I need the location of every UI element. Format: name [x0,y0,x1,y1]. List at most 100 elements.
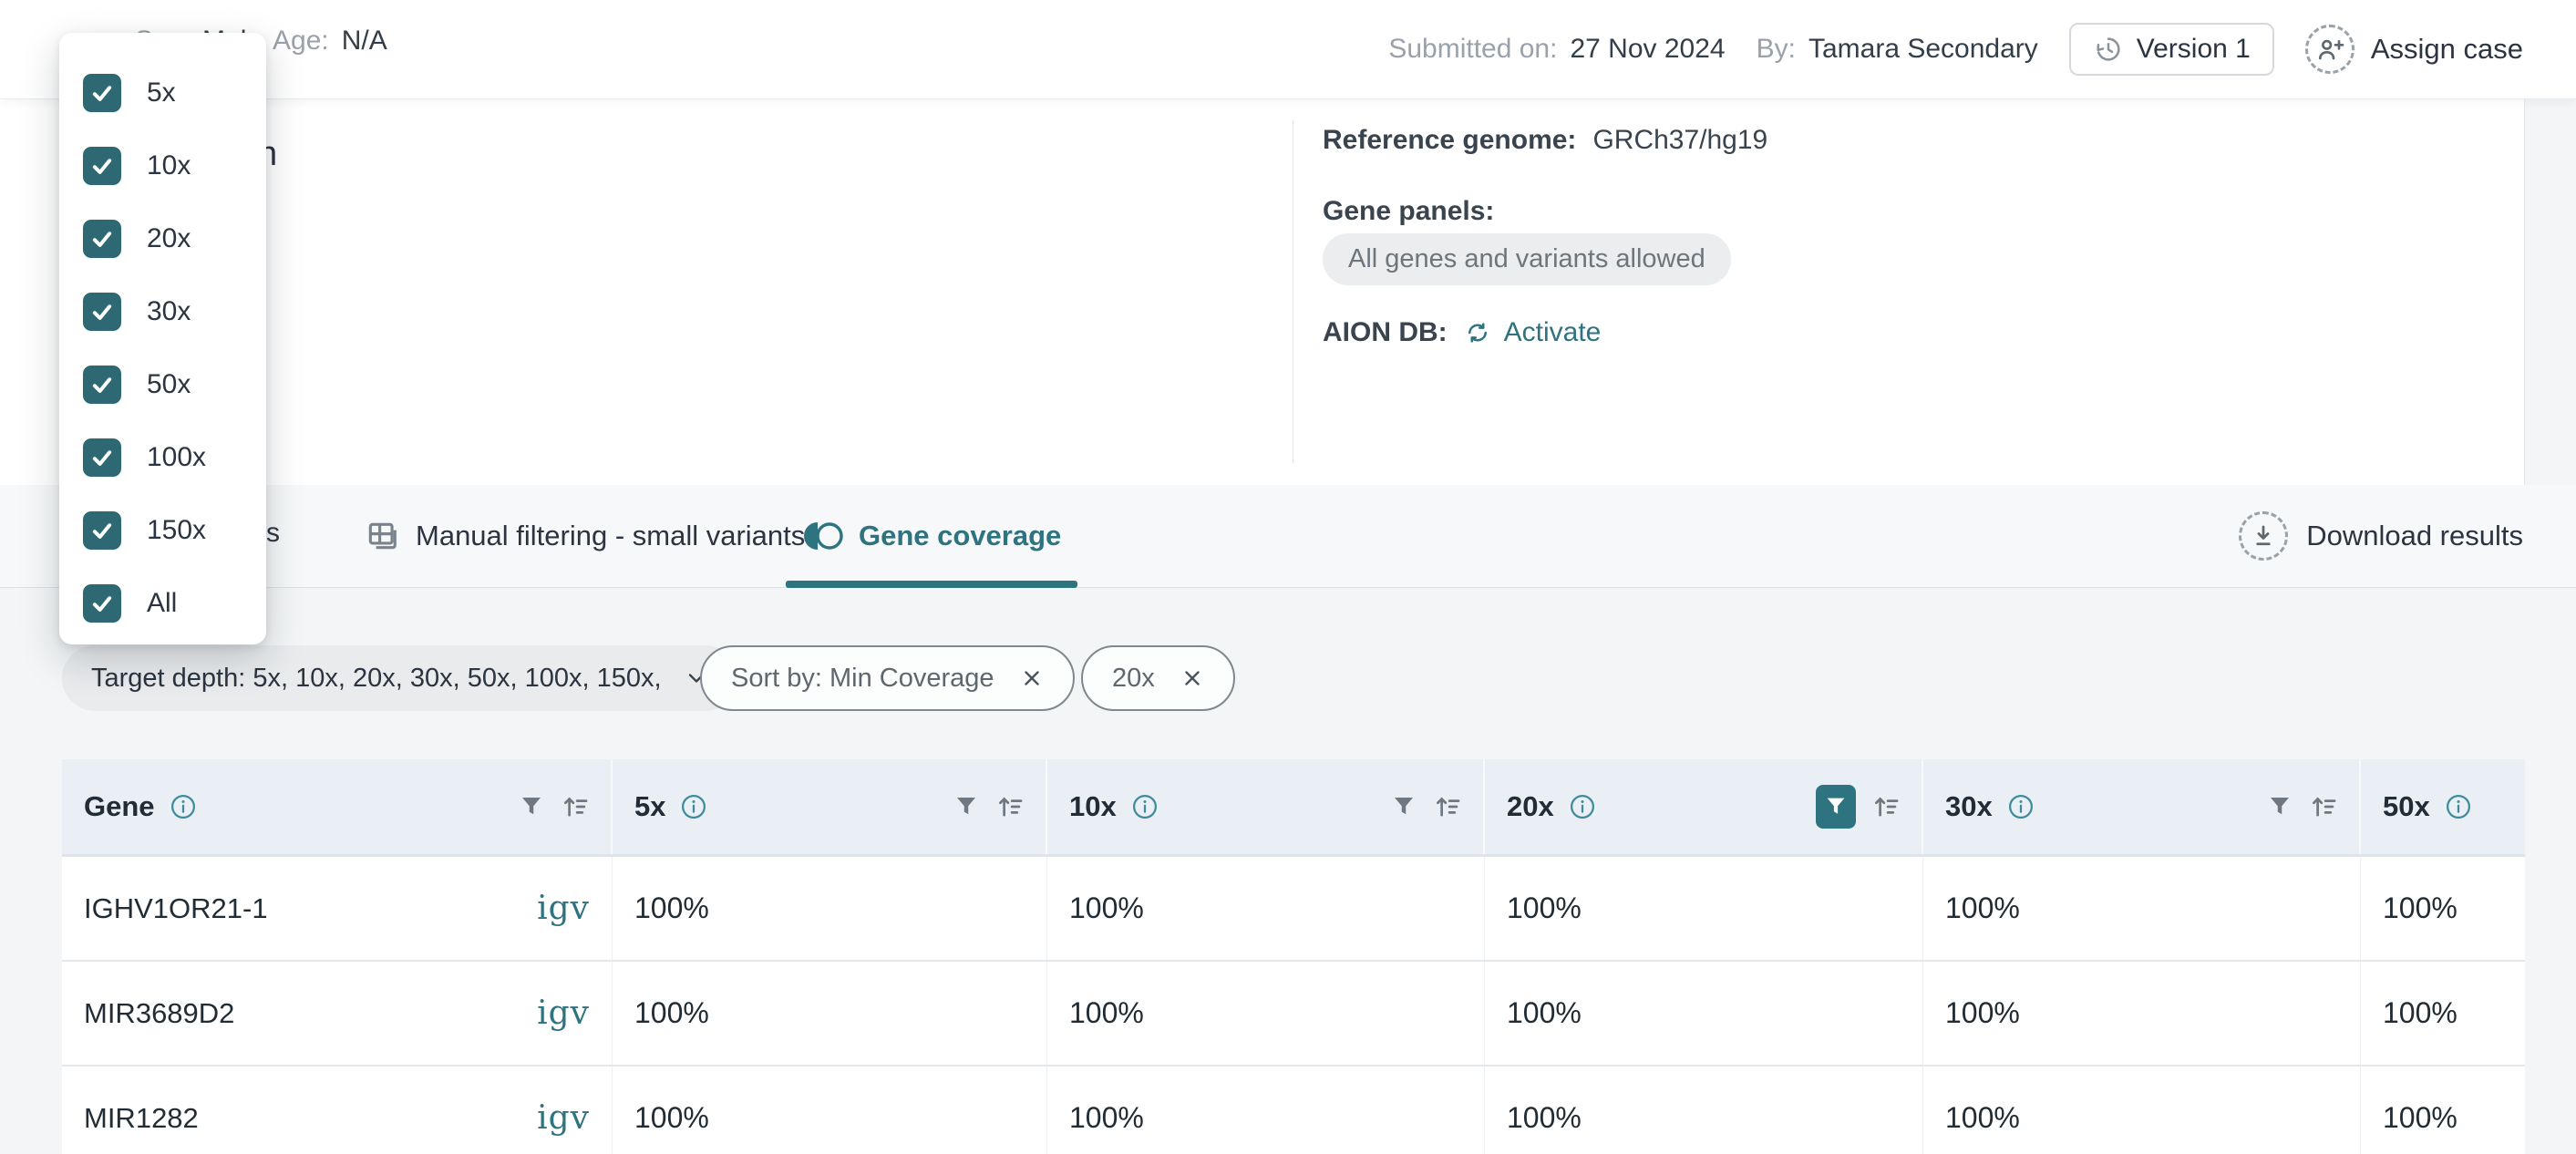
aion-db-row: AION DB: Activate [1323,317,1601,348]
sort-icon[interactable] [1432,791,1463,822]
submitted-value: 27 Nov 2024 [1570,34,1726,64]
aion-activate-label: Activate [1503,317,1602,347]
tab-manual-filtering[interactable]: Manual filtering - small variants [365,485,805,587]
checkbox-checked-icon[interactable] [83,366,121,404]
tab-hidden-fragment[interactable]: s [266,518,280,548]
gene-name: MIR1282 [84,1101,199,1134]
info-icon[interactable] [2007,793,2035,820]
download-results-label: Download results [2306,520,2523,551]
dropdown-option-10x[interactable]: 10x [59,129,266,202]
submitted-label: Submitted on: [1388,34,1558,64]
filter-icon[interactable] [953,793,980,820]
close-icon[interactable] [1020,666,1044,690]
coverage-cell: 100% [1923,1066,2361,1154]
history-icon [2093,34,2124,65]
igv-link[interactable]: igv [537,994,590,1032]
sort-icon[interactable] [2308,791,2339,822]
coverage-cell: 100% [1923,857,2361,960]
by-label: By: [1756,34,1796,64]
igv-link[interactable]: igv [537,1099,590,1137]
column-header-30x: 30x [1923,759,2361,854]
coverage-cell: 100% [613,962,1047,1065]
info-icon[interactable] [2445,793,2472,820]
column-30x-label: 30x [1945,790,1993,822]
download-results-button[interactable]: Download results [2239,485,2523,587]
sort-by-chip[interactable]: Sort by: Min Coverage [700,645,1075,711]
target-depth-dropdown: 5x 10x 20x 30x 50x [59,33,266,644]
filter-icon[interactable] [1390,793,1417,820]
info-icon[interactable] [170,793,197,820]
column-gene-label: Gene [84,790,155,822]
aion-activate-link[interactable]: Activate [1464,317,1602,348]
coverage-cell: 100% [1047,857,1485,960]
info-icon[interactable] [1131,793,1159,820]
by-value: Tamara Secondary [1808,34,2038,64]
target-depth-chip-label: Target depth: 5x, 10x, 20x, 30x, 50x, 10… [91,663,662,693]
column-10x-label: 10x [1069,790,1117,822]
sort-icon[interactable] [1870,791,1901,822]
gene-name: IGHV1OR21-1 [84,891,268,924]
checkbox-checked-icon[interactable] [83,511,121,550]
download-icon [2239,511,2289,561]
info-icon[interactable] [1569,793,1596,820]
tab-manual-filtering-label: Manual filtering - small variants [416,520,806,551]
by-meta: By: Tamara Secondary [1757,34,2038,65]
checkbox-checked-icon[interactable] [83,584,121,623]
checkbox-checked-icon[interactable] [83,74,121,112]
submitted-meta: Submitted on: 27 Nov 2024 [1388,34,1725,65]
checkbox-checked-icon[interactable] [83,147,121,185]
target-depth-chip[interactable]: Target depth: 5x, 10x, 20x, 30x, 50x, 10… [62,645,738,711]
dropdown-option-label: 20x [147,223,191,253]
dropdown-option-label: 30x [147,296,191,326]
dropdown-option-label: 150x [147,515,207,545]
coverage-cell: 100% [1485,857,1923,960]
dropdown-option-label: 10x [147,150,191,180]
coverage-cell: 100% [1047,1066,1485,1154]
gene-coverage-table: Gene 5x [62,759,2525,1154]
filter-active-icon[interactable] [1816,785,1856,829]
gene-panel-chip: All genes and variants allowed [1323,233,1731,285]
checkbox-checked-icon[interactable] [83,220,121,258]
gene-panels-label: Gene panels: [1323,196,1495,226]
filter-icon[interactable] [518,793,545,820]
age-label: Age: [273,26,329,56]
tab-gene-coverage[interactable]: Gene coverage [804,485,1061,587]
info-icon[interactable] [680,793,707,820]
refresh-icon [1464,319,1491,346]
coverage-cell: 100% [2383,1101,2458,1134]
sort-icon[interactable] [560,791,591,822]
version-button[interactable]: Version 1 [2068,23,2274,76]
close-icon[interactable] [1180,666,1204,690]
depth-filter-chip[interactable]: 20x [1081,645,1235,711]
dropdown-option-30x[interactable]: 30x [59,275,266,348]
dropdown-option-100x[interactable]: 100x [59,421,266,494]
column-header-50x: 50x [2361,759,2525,854]
active-tab-underline [786,581,1077,588]
dropdown-option-label: 50x [147,369,191,399]
coverage-cell: 100% [2383,891,2458,924]
column-header-20x: 20x [1485,759,1923,854]
checkbox-checked-icon[interactable] [83,438,121,477]
dropdown-option-label: 5x [147,77,176,108]
sort-icon[interactable] [994,791,1025,822]
coverage-cell: 100% [1485,962,1923,1065]
dropdown-option-20x[interactable]: 20x [59,202,266,275]
age-value: N/A [341,26,387,56]
column-20x-label: 20x [1507,790,1554,822]
coverage-cell: 100% [1047,962,1485,1065]
coverage-cell: 100% [2383,996,2458,1029]
case-summary-card: n Reference genome: GRCh37/hg19 Gene pan… [0,98,2525,485]
checkbox-checked-icon[interactable] [83,293,121,331]
filter-icon[interactable] [2266,793,2293,820]
dropdown-option-50x[interactable]: 50x [59,348,266,421]
dropdown-option-label: All [147,588,178,618]
column-header-10x: 10x [1047,759,1485,854]
assign-case-button[interactable]: Assign case [2304,25,2523,74]
dropdown-option-all[interactable]: All [59,567,266,640]
dropdown-option-label: 100x [147,442,207,472]
coverage-cell: 100% [613,857,1047,960]
dropdown-option-150x[interactable]: 150x [59,494,266,567]
igv-link[interactable]: igv [537,890,590,927]
dropdown-option-5x[interactable]: 5x [59,57,266,129]
